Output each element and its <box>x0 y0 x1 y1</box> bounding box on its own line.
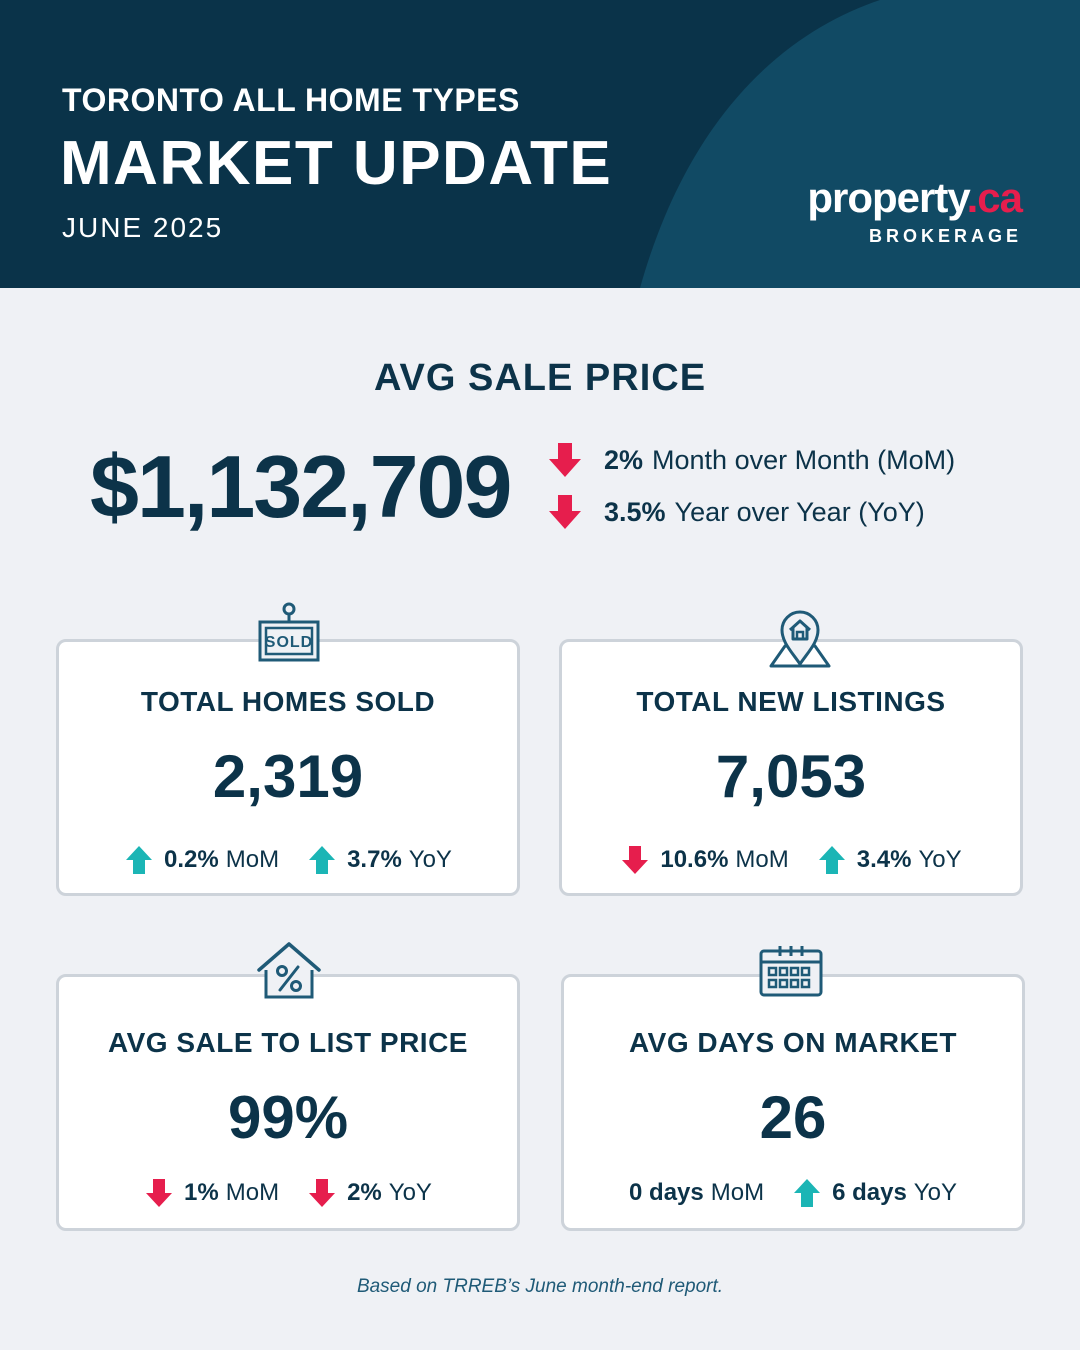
card-avg-sale-to-list: AVG SALE TO LIST PRICE 99% 1% MoM 2% YoY <box>56 974 520 1231</box>
logo-name: property <box>807 174 967 221</box>
card-label: AVG SALE TO LIST PRICE <box>107 1027 468 1058</box>
header-title: MARKET UPDATE <box>60 129 613 198</box>
change-unit: MoM <box>225 1179 280 1206</box>
avg-price-mom-pct: 2% <box>604 444 644 475</box>
arrow-down-icon <box>622 846 649 874</box>
change-value: 3.7% <box>347 846 402 873</box>
calendar-icon <box>759 946 823 997</box>
change-unit: MoM <box>225 846 280 873</box>
location-pin-house-icon <box>769 610 831 668</box>
mom-change: 0 days MoM <box>629 1179 764 1207</box>
arrow-down-icon <box>146 1179 173 1207</box>
card-label: TOTAL HOMES SOLD <box>140 686 436 717</box>
card-changes: 10.6% MoM 3.4% YoY <box>562 840 1020 880</box>
house-percent-icon <box>257 942 321 999</box>
change-value: 2% <box>347 1179 382 1206</box>
header-background <box>0 0 1080 288</box>
yoy-change: 6 days YoY <box>792 1177 957 1209</box>
change-value: 10.6% <box>660 846 729 873</box>
mom-change: 1% MoM <box>144 1177 279 1209</box>
change-value: 3.4% <box>856 846 912 873</box>
change-unit: MoM <box>735 846 789 873</box>
avg-price-mom-change: 2% Month over Month (MoM) <box>546 440 955 480</box>
card-label: TOTAL NEW LISTINGS <box>636 686 946 717</box>
arrow-up-icon <box>818 846 845 874</box>
card-value: 7,053 <box>715 743 867 810</box>
avg-price-yoy-text: Year over Year (YoY) <box>674 496 925 527</box>
header-banner: TORONTO ALL HOME TYPES MARKET UPDATE JUN… <box>0 0 1080 288</box>
yoy-change: 2% YoY <box>307 1177 432 1209</box>
svg-text:SOLD: SOLD <box>265 634 313 651</box>
card-changes: 0.2% MoM 3.7% YoY <box>59 840 517 880</box>
avg-sale-price-value: $1,132,709 <box>90 437 512 536</box>
arrow-up-icon <box>794 1179 821 1207</box>
card-value: 26 <box>759 1084 827 1151</box>
change-unit: YoY <box>913 1179 957 1206</box>
yoy-change: 3.7% YoY <box>307 844 452 876</box>
card-value: 2,319 <box>212 743 364 810</box>
avg-price-yoy-change: 3.5% Year over Year (YoY) <box>546 492 925 532</box>
logo-accent: .ca <box>966 174 1023 221</box>
card-total-homes-sold: TOTAL HOMES SOLD 2,319 0.2% MoM 3.7% YoY <box>56 639 520 896</box>
yoy-change: 3.4% YoY <box>817 844 962 876</box>
change-unit: YoY <box>408 846 452 873</box>
arrow-down-icon <box>549 443 581 477</box>
mom-change: 10.6% MoM <box>620 844 789 876</box>
mom-change: 0.2% MoM <box>124 844 279 876</box>
change-unit: YoY <box>388 1179 432 1206</box>
change-value: 1% <box>184 1179 219 1206</box>
avg-sale-price-label: AVG SALE PRICE <box>373 357 707 399</box>
change-value: 6 days <box>832 1179 907 1206</box>
card-changes: 0 days MoM 6 days YoY <box>564 1173 1022 1213</box>
change-unit: MoM <box>710 1179 765 1206</box>
change-value: 0.2% <box>164 846 219 873</box>
card-total-new-listings: TOTAL NEW LISTINGS 7,053 10.6% MoM 3.4% … <box>559 639 1023 896</box>
arrow-up-icon <box>126 846 153 874</box>
header-date: JUNE 2025 <box>62 212 224 243</box>
logo-subtitle: BROKERAGE <box>868 226 1022 246</box>
card-label: AVG DAYS ON MARKET <box>629 1027 957 1058</box>
change-unit: YoY <box>918 846 962 873</box>
change-value: 0 days <box>629 1179 704 1206</box>
header-subtitle: TORONTO ALL HOME TYPES <box>62 82 520 118</box>
card-avg-days-on-market: AVG DAYS ON MARKET 26 0 days MoM 6 days … <box>561 974 1025 1231</box>
footnote: Based on TRREB’s June month-end report. <box>356 1276 724 1297</box>
card-changes: 1% MoM 2% YoY <box>59 1173 517 1213</box>
avg-price-yoy-pct: 3.5% <box>604 496 666 527</box>
sold-sign-icon: SOLD <box>258 602 320 662</box>
avg-price-mom-text: Month over Month (MoM) <box>652 444 956 475</box>
arrow-up-icon <box>309 846 336 874</box>
card-value: 99% <box>227 1084 349 1151</box>
arrow-down-icon <box>309 1179 336 1207</box>
arrow-down-icon <box>549 495 581 529</box>
brand-logo: property.ca <box>807 174 1023 222</box>
